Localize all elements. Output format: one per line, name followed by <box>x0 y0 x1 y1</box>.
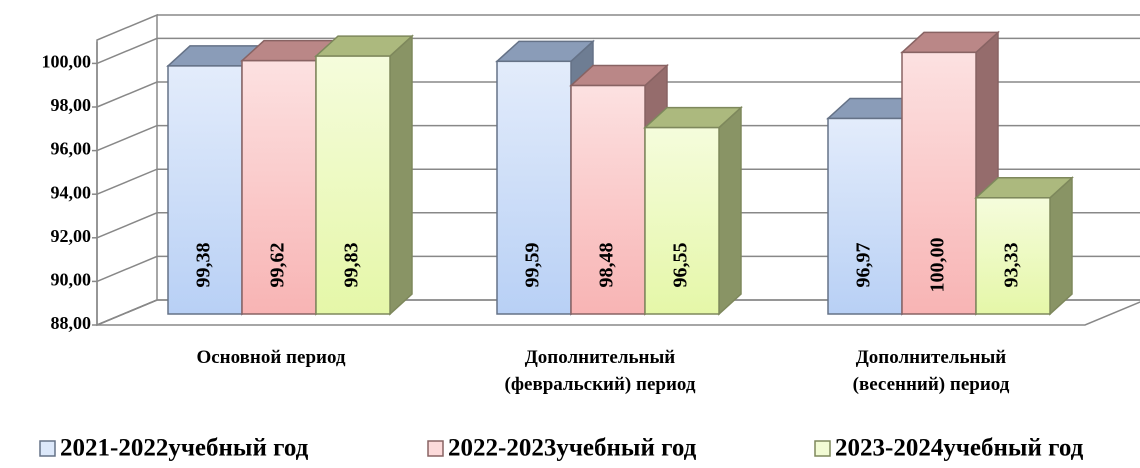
bar <box>827 117 903 315</box>
bar <box>167 65 243 315</box>
bar <box>644 126 720 315</box>
value-label: 96,97 <box>853 243 875 288</box>
grid-line <box>96 168 1140 195</box>
legend-label: 2022-2023учебный год <box>448 435 697 462</box>
bar <box>315 55 391 315</box>
x-tick-label: Дополнительный (февральский) период <box>504 347 696 395</box>
x-tick-label: Дополнительный (весенний) период <box>852 347 1010 395</box>
y-tick-label: 90,00 <box>51 270 92 290</box>
bar-side <box>389 34 413 316</box>
legend-label: 2021-2022учебный год <box>60 435 309 462</box>
value-label: 93,33 <box>1001 243 1023 288</box>
y-tick-label: 96,00 <box>51 139 92 159</box>
value-label: 99,83 <box>341 243 363 288</box>
bar-side <box>718 105 742 316</box>
y-tick-label: 100,00 <box>42 52 92 72</box>
grid-line <box>96 124 1140 152</box>
value-label: 98,48 <box>596 243 618 288</box>
y-tick-label: 88,00 <box>51 313 92 333</box>
y-tick-label: 92,00 <box>51 226 92 246</box>
x-tick-label: Основной период <box>196 347 346 368</box>
value-label: 99,62 <box>267 243 289 288</box>
bar <box>975 197 1051 315</box>
bar-side <box>1049 176 1073 316</box>
grid-line <box>96 212 1140 239</box>
grid-line <box>96 255 1140 283</box>
value-label: 96,55 <box>670 243 692 288</box>
y-tick-label: 94,00 <box>51 182 92 202</box>
back-wall <box>96 13 158 327</box>
legend-swatch <box>814 440 831 457</box>
legend-swatch <box>39 440 56 457</box>
y-tick-label: 98,00 <box>51 95 92 115</box>
grid-line <box>96 299 1140 326</box>
bar <box>901 51 977 315</box>
value-label: 99,59 <box>522 243 544 288</box>
legend-label: 2023-2024учебный год <box>835 435 1084 462</box>
value-label: 100,00 <box>927 238 949 293</box>
value-label: 99,38 <box>193 243 215 288</box>
legend-swatch <box>427 440 444 457</box>
bar <box>496 60 572 315</box>
grid-line <box>96 37 1140 65</box>
grid-line <box>96 81 1140 108</box>
